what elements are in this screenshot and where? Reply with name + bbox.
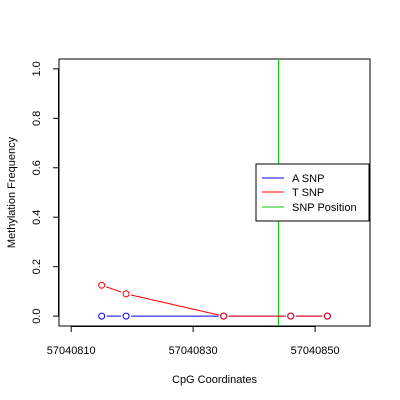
legend-box — [255, 163, 370, 222]
y-axis-title: Methylation Frequency — [6, 136, 18, 248]
legend-label-t-snp: T SNP — [292, 187, 324, 199]
legend-label-snp-position: SNP Position — [292, 202, 357, 214]
legend: A SNP T SNP SNP Position — [255, 163, 370, 222]
x-axis: 57040810 57040830 57040850 — [47, 326, 340, 357]
x-tick-label: 57040850 — [291, 345, 340, 357]
legend-label-a-snp: A SNP — [292, 173, 324, 185]
t-snp-segment — [106, 286, 122, 293]
t-snp-point — [98, 281, 106, 289]
y-tick-label: 0.0 — [31, 308, 43, 323]
t-snp-point — [122, 290, 130, 298]
y-tick-label: 0.2 — [31, 259, 43, 274]
x-tick-label: 57040810 — [47, 345, 96, 357]
y-axis: 0.0 0.2 0.4 0.6 0.8 1.0 — [31, 61, 59, 324]
t-snp-segment — [130, 294, 219, 316]
a-snp-point — [98, 312, 106, 320]
t-snp-point — [323, 312, 331, 320]
y-tick-label: 1.0 — [31, 61, 43, 76]
t-snp-point — [220, 312, 228, 320]
x-tick-label: 57040830 — [169, 345, 218, 357]
t-snp-point — [287, 312, 295, 320]
x-axis-title: CpG Coordinates — [172, 374, 257, 386]
a-snp-point — [122, 312, 130, 320]
y-tick-label: 0.6 — [31, 160, 43, 175]
y-tick-label: 0.8 — [31, 111, 43, 126]
y-tick-label: 0.4 — [31, 210, 43, 225]
